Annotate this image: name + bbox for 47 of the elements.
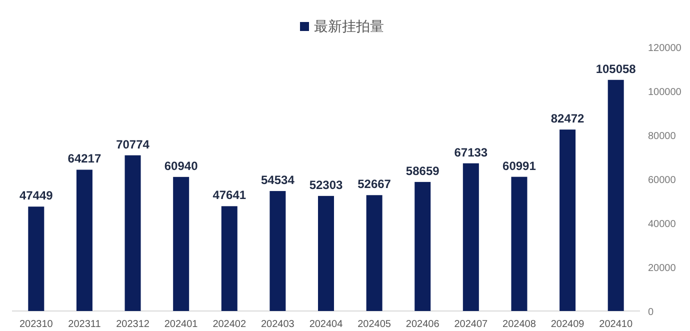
data-label: 105058 — [596, 62, 636, 76]
x-tick-label: 202409 — [550, 319, 585, 330]
data-label: 70774 — [116, 137, 150, 152]
y-tick-label: 60000 — [648, 175, 676, 186]
bar — [270, 191, 286, 311]
bar — [124, 155, 141, 311]
data-label: 60991 — [502, 158, 536, 173]
bar — [414, 182, 431, 311]
x-tick-label: 202403 — [261, 319, 295, 330]
x-tick-label: 202402 — [212, 319, 247, 330]
data-label: 82472 — [550, 112, 585, 126]
bar — [28, 206, 44, 311]
data-label: 52303 — [309, 178, 344, 192]
data-label: 64217 — [68, 152, 102, 166]
bar — [173, 176, 190, 311]
y-tick-label: 20000 — [648, 263, 676, 274]
y-tick-label: 120000 — [648, 43, 682, 54]
x-tick-label: 202404 — [309, 319, 344, 330]
x-tick-label: 202407 — [454, 319, 488, 330]
bar — [76, 170, 92, 311]
bar — [608, 80, 624, 311]
bar — [318, 196, 334, 311]
data-label: 47641 — [212, 188, 246, 202]
x-tick-label: 202405 — [358, 319, 392, 330]
bar — [462, 163, 479, 311]
data-label: 52667 — [358, 177, 392, 192]
y-tick-label: 40000 — [648, 219, 676, 230]
x-tick-label: 202406 — [406, 319, 440, 330]
x-tick-label: 202310 — [19, 319, 54, 330]
data-label: 47449 — [19, 188, 54, 203]
bar — [366, 195, 382, 311]
y-tick-label: 80000 — [648, 131, 676, 142]
bar — [560, 130, 576, 311]
x-tick-label: 202401 — [164, 319, 198, 330]
data-label: 58659 — [406, 164, 440, 178]
y-tick-label: 0 — [648, 307, 654, 318]
bar — [511, 176, 528, 311]
data-label: 60940 — [164, 158, 198, 173]
y-tick-label: 100000 — [648, 87, 682, 98]
x-tick-label: 202410 — [599, 319, 633, 330]
data-label: 54534 — [261, 173, 295, 188]
data-label: 67133 — [454, 145, 488, 160]
x-tick-label: 202312 — [116, 319, 150, 330]
x-tick-label: 202408 — [502, 319, 536, 330]
bar — [221, 206, 238, 311]
x-tick-label: 202311 — [68, 319, 102, 330]
legend-label: 最新挂拍量 — [314, 18, 384, 34]
